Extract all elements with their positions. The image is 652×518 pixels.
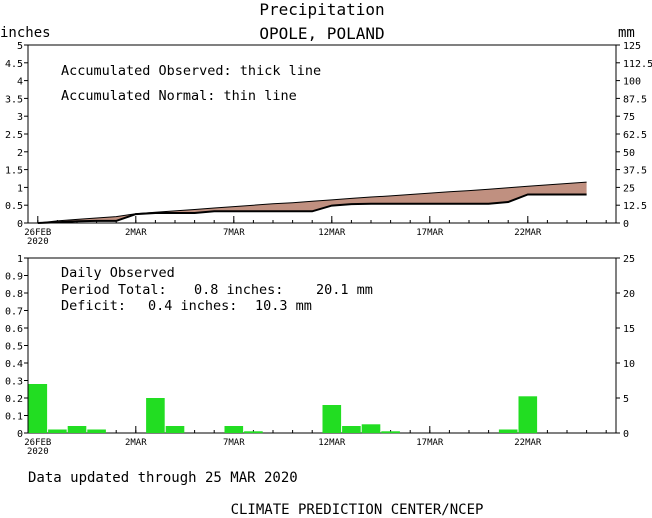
daily-bar: [518, 396, 538, 434]
acc-left-tick-label: 2: [17, 148, 23, 159]
daily-left-tick-label: 0.5: [5, 342, 23, 353]
acc-right-tick-label: 37.5: [623, 166, 647, 177]
daily-year-label: 2020: [27, 447, 49, 457]
daily-observed-title: Daily Observed: [61, 265, 175, 281]
acc-left-tick-label: 1: [17, 183, 23, 194]
daily-right-tick-label: 0: [623, 429, 629, 440]
acc-x-tick-label: 2MAR: [125, 228, 147, 238]
acc-left-tick-label: 4: [17, 77, 23, 88]
daily-left-tick-label: 0.1: [5, 412, 23, 423]
acc-right-tick-label: 75: [623, 112, 635, 123]
daily-bar: [322, 405, 342, 433]
acc-left-tick-label: 0: [17, 219, 23, 230]
acc-left-tick-label: 4.5: [5, 59, 23, 70]
acc-right-tick-label: 50: [623, 148, 635, 159]
daily-panel: 00.10.20.30.40.50.60.70.80.9105101520252…: [5, 254, 635, 457]
daily-bar: [87, 429, 106, 433]
acc-left-tick-label: 3.5: [5, 94, 23, 105]
summary-label: Deficit:: [61, 298, 126, 314]
acc-left-tick-label: 0.5: [5, 201, 23, 212]
accumulated-normal-line: [37, 181, 587, 224]
daily-x-tick-label: 26FEB: [24, 438, 51, 448]
daily-left-tick-label: 1: [17, 254, 23, 265]
daily-right-tick-label: 25: [623, 254, 635, 265]
accumulated-panel: 00.511.522.533.544.55012.52537.55062.575…: [5, 41, 652, 247]
left-unit-label: inches: [0, 25, 51, 41]
daily-bar: [48, 429, 67, 433]
acc-x-tick-label: 26FEB: [24, 228, 51, 238]
daily-right-tick-label: 10: [623, 359, 635, 370]
summary-mm: 10.3 mm: [255, 298, 312, 314]
daily-bar: [342, 426, 361, 433]
daily-x-tick-label: 7MAR: [223, 438, 245, 448]
acc-right-tick-label: 100: [623, 77, 641, 88]
daily-bar: [224, 426, 244, 433]
acc-year-label: 2020: [27, 237, 49, 247]
daily-bar: [381, 431, 400, 434]
daily-left-tick-label: 0.7: [5, 307, 23, 318]
daily-left-tick-label: 0: [17, 429, 23, 440]
acc-right-tick-label: 125: [623, 41, 641, 52]
daily-right-tick-label: 5: [623, 394, 629, 405]
daily-bar: [361, 424, 381, 434]
acc-right-tick-label: 87.5: [623, 94, 647, 105]
daily-left-tick-label: 0.8: [5, 289, 23, 300]
daily-bar: [498, 429, 518, 433]
chart-title: Precipitation: [259, 0, 384, 19]
acc-right-tick-label: 112.5: [623, 59, 652, 70]
daily-x-tick-label: 22MAR: [514, 438, 542, 448]
daily-bar: [244, 431, 263, 434]
daily-left-tick-label: 0.6: [5, 324, 23, 335]
data-updated-note: Data updated through 25 MAR 2020: [28, 470, 298, 486]
right-unit-label: mm: [618, 25, 635, 41]
acc-left-tick-label: 3: [17, 112, 23, 123]
accumulated-observed-line: [37, 193, 587, 224]
daily-left-tick-label: 0.3: [5, 377, 23, 388]
credit-label: CLIMATE PREDICTION CENTER/NCEP: [231, 502, 484, 518]
chart-subtitle: OPOLE, POLAND: [259, 24, 384, 43]
daily-right-tick-label: 20: [623, 289, 635, 300]
acc-right-tick-label: 12.5: [623, 201, 647, 212]
acc-left-tick-label: 5: [17, 41, 23, 52]
acc-left-tick-label: 1.5: [5, 166, 23, 177]
acc-right-tick-label: 0: [623, 219, 629, 230]
daily-x-tick-label: 17MAR: [416, 438, 444, 448]
daily-right-tick-label: 15: [623, 324, 635, 335]
daily-left-tick-label: 0.4: [5, 359, 23, 370]
acc-x-tick-label: 7MAR: [223, 228, 245, 238]
daily-bar: [165, 426, 185, 433]
acc-right-tick-label: 25: [623, 183, 635, 194]
accumulated-normal-note: Accumulated Normal: thin line: [61, 88, 297, 104]
summary-mm: 20.1 mm: [316, 282, 373, 298]
acc-left-tick-label: 2.5: [5, 130, 23, 141]
daily-left-tick-label: 0.9: [5, 272, 23, 283]
summary-label: Period Total:: [61, 282, 167, 298]
acc-right-tick-label: 62.5: [623, 130, 647, 141]
daily-x-tick-label: 12MAR: [318, 438, 346, 448]
daily-bar: [67, 426, 87, 433]
acc-x-tick-label: 22MAR: [514, 228, 542, 238]
acc-x-tick-label: 17MAR: [416, 228, 444, 238]
accumulated-observed-note: Accumulated Observed: thick line: [61, 63, 321, 79]
daily-bar: [28, 384, 48, 433]
daily-x-tick-label: 2MAR: [125, 438, 147, 448]
daily-left-tick-label: 0.2: [5, 394, 23, 405]
acc-x-tick-label: 12MAR: [318, 228, 346, 238]
daily-bar: [146, 398, 165, 433]
summary-inches: 0.4 inches:: [148, 298, 237, 314]
summary-inches: 0.8 inches:: [194, 282, 283, 298]
